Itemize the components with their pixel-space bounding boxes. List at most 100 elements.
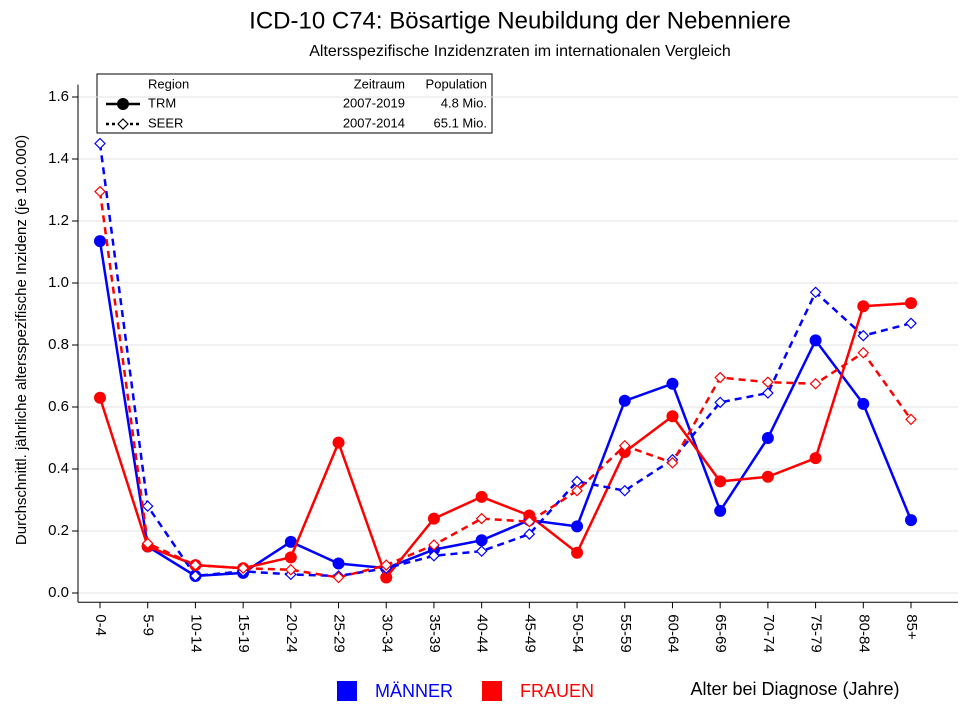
x-tick-label: 60-64	[665, 614, 682, 652]
legend-header: Zeitraum	[354, 76, 405, 91]
series-line	[98, 240, 913, 578]
data-point	[666, 456, 679, 469]
legend-swatch	[482, 681, 502, 701]
data-point	[427, 512, 440, 525]
legend-population: 65.1 Mio.	[434, 115, 487, 130]
data-point	[523, 515, 536, 528]
data-point	[714, 396, 727, 409]
x-tick-label: 75-79	[808, 614, 825, 652]
y-tick-label: 0.8	[48, 336, 69, 353]
x-tick-label: 55-59	[617, 614, 634, 652]
data-point	[475, 512, 488, 525]
data-point	[189, 570, 202, 582]
data-point	[857, 397, 870, 410]
data-point	[94, 391, 106, 404]
legend-period: 2007-2019	[343, 95, 405, 110]
data-point	[857, 346, 870, 359]
legend-header: Population	[426, 76, 487, 91]
x-tick-label: 5-9	[140, 614, 157, 636]
x-tick-label: 70-74	[760, 614, 777, 652]
legend-box	[96, 73, 493, 134]
y-tick-label: 1.2	[48, 212, 69, 229]
legend-marker	[117, 118, 129, 130]
legend-period: 2007-2014	[343, 115, 405, 130]
legend-population: 4.8 Mio.	[441, 95, 487, 110]
data-point	[905, 297, 917, 310]
x-tick-label: 25-29	[331, 614, 348, 652]
data-point	[237, 562, 249, 575]
data-point	[618, 445, 631, 458]
y-tick-label: 1.4	[48, 150, 69, 167]
legend-label: FRAUEN	[520, 681, 594, 701]
series-line	[98, 301, 912, 581]
data-point	[428, 539, 440, 551]
legend-label: SEER	[148, 115, 183, 130]
data-point	[857, 329, 870, 342]
y-tick-label: 0.4	[48, 460, 69, 477]
data-point	[428, 549, 440, 562]
data-point	[332, 436, 345, 449]
data-point	[809, 377, 822, 390]
data-point	[475, 534, 488, 547]
x-tick-label: 10-14	[187, 614, 204, 652]
x-tick-label: 15-19	[235, 614, 252, 652]
data-point	[761, 432, 774, 444]
data-point	[618, 439, 631, 452]
data-point	[141, 500, 154, 513]
x-tick-label: 30-34	[378, 614, 395, 652]
x-tick-label: 35-39	[426, 614, 443, 652]
y-axis-label: Durchschnittl. jährliche altersspezifisc…	[13, 135, 30, 545]
x-tick-label: 80-84	[855, 614, 872, 652]
data-point	[189, 559, 202, 571]
data-point	[380, 571, 393, 584]
data-point	[809, 286, 822, 299]
data-point	[714, 475, 727, 488]
data-point	[666, 377, 679, 390]
data-point	[380, 559, 393, 571]
data-point	[761, 470, 774, 483]
chart-subtitle: Altersspezifische Inzidenzraten im inter…	[309, 43, 731, 60]
legend-marker	[117, 98, 129, 110]
legend-header: Region	[148, 76, 189, 91]
data-point	[714, 504, 727, 517]
x-tick-label: 0-4	[92, 614, 109, 636]
data-point	[571, 520, 584, 533]
y-tick-label: 0.6	[48, 398, 69, 415]
data-point	[905, 413, 917, 426]
data-point	[332, 571, 345, 584]
data-point	[905, 317, 917, 330]
data-point	[571, 484, 583, 497]
data-point	[523, 528, 536, 540]
x-tick-label: 20-24	[283, 614, 300, 652]
data-point	[762, 376, 774, 389]
data-point	[618, 484, 631, 497]
legend-label: TRM	[148, 95, 176, 110]
data-point	[94, 235, 106, 248]
y-tick-label: 1.6	[48, 88, 69, 105]
data-point	[762, 387, 774, 399]
data-point	[284, 551, 297, 564]
legend-label: MÄNNER	[375, 681, 453, 701]
y-tick-label: 1.0	[48, 274, 69, 291]
data-point	[284, 535, 297, 548]
data-point	[284, 563, 297, 576]
x-axis-label: Alter bei Diagnose (Jahre)	[690, 679, 899, 699]
data-point	[141, 537, 154, 550]
data-point	[475, 545, 488, 557]
y-tick-label: 0.2	[48, 522, 69, 539]
data-point	[332, 557, 345, 570]
data-point	[714, 371, 727, 384]
x-tick-label: 85+	[903, 614, 920, 640]
legend-swatch	[337, 681, 357, 701]
chart-title: ICD-10 C74: Bösartige Neubildung der Neb…	[249, 7, 791, 34]
data-point	[475, 490, 488, 503]
data-point	[666, 410, 679, 423]
y-tick-label: 0.0	[48, 584, 69, 601]
x-tick-label: 65-69	[712, 614, 729, 652]
data-point	[94, 137, 106, 150]
x-tick-label: 45-49	[521, 614, 538, 652]
data-point	[94, 185, 106, 198]
data-point	[571, 546, 584, 559]
data-point	[857, 300, 870, 313]
